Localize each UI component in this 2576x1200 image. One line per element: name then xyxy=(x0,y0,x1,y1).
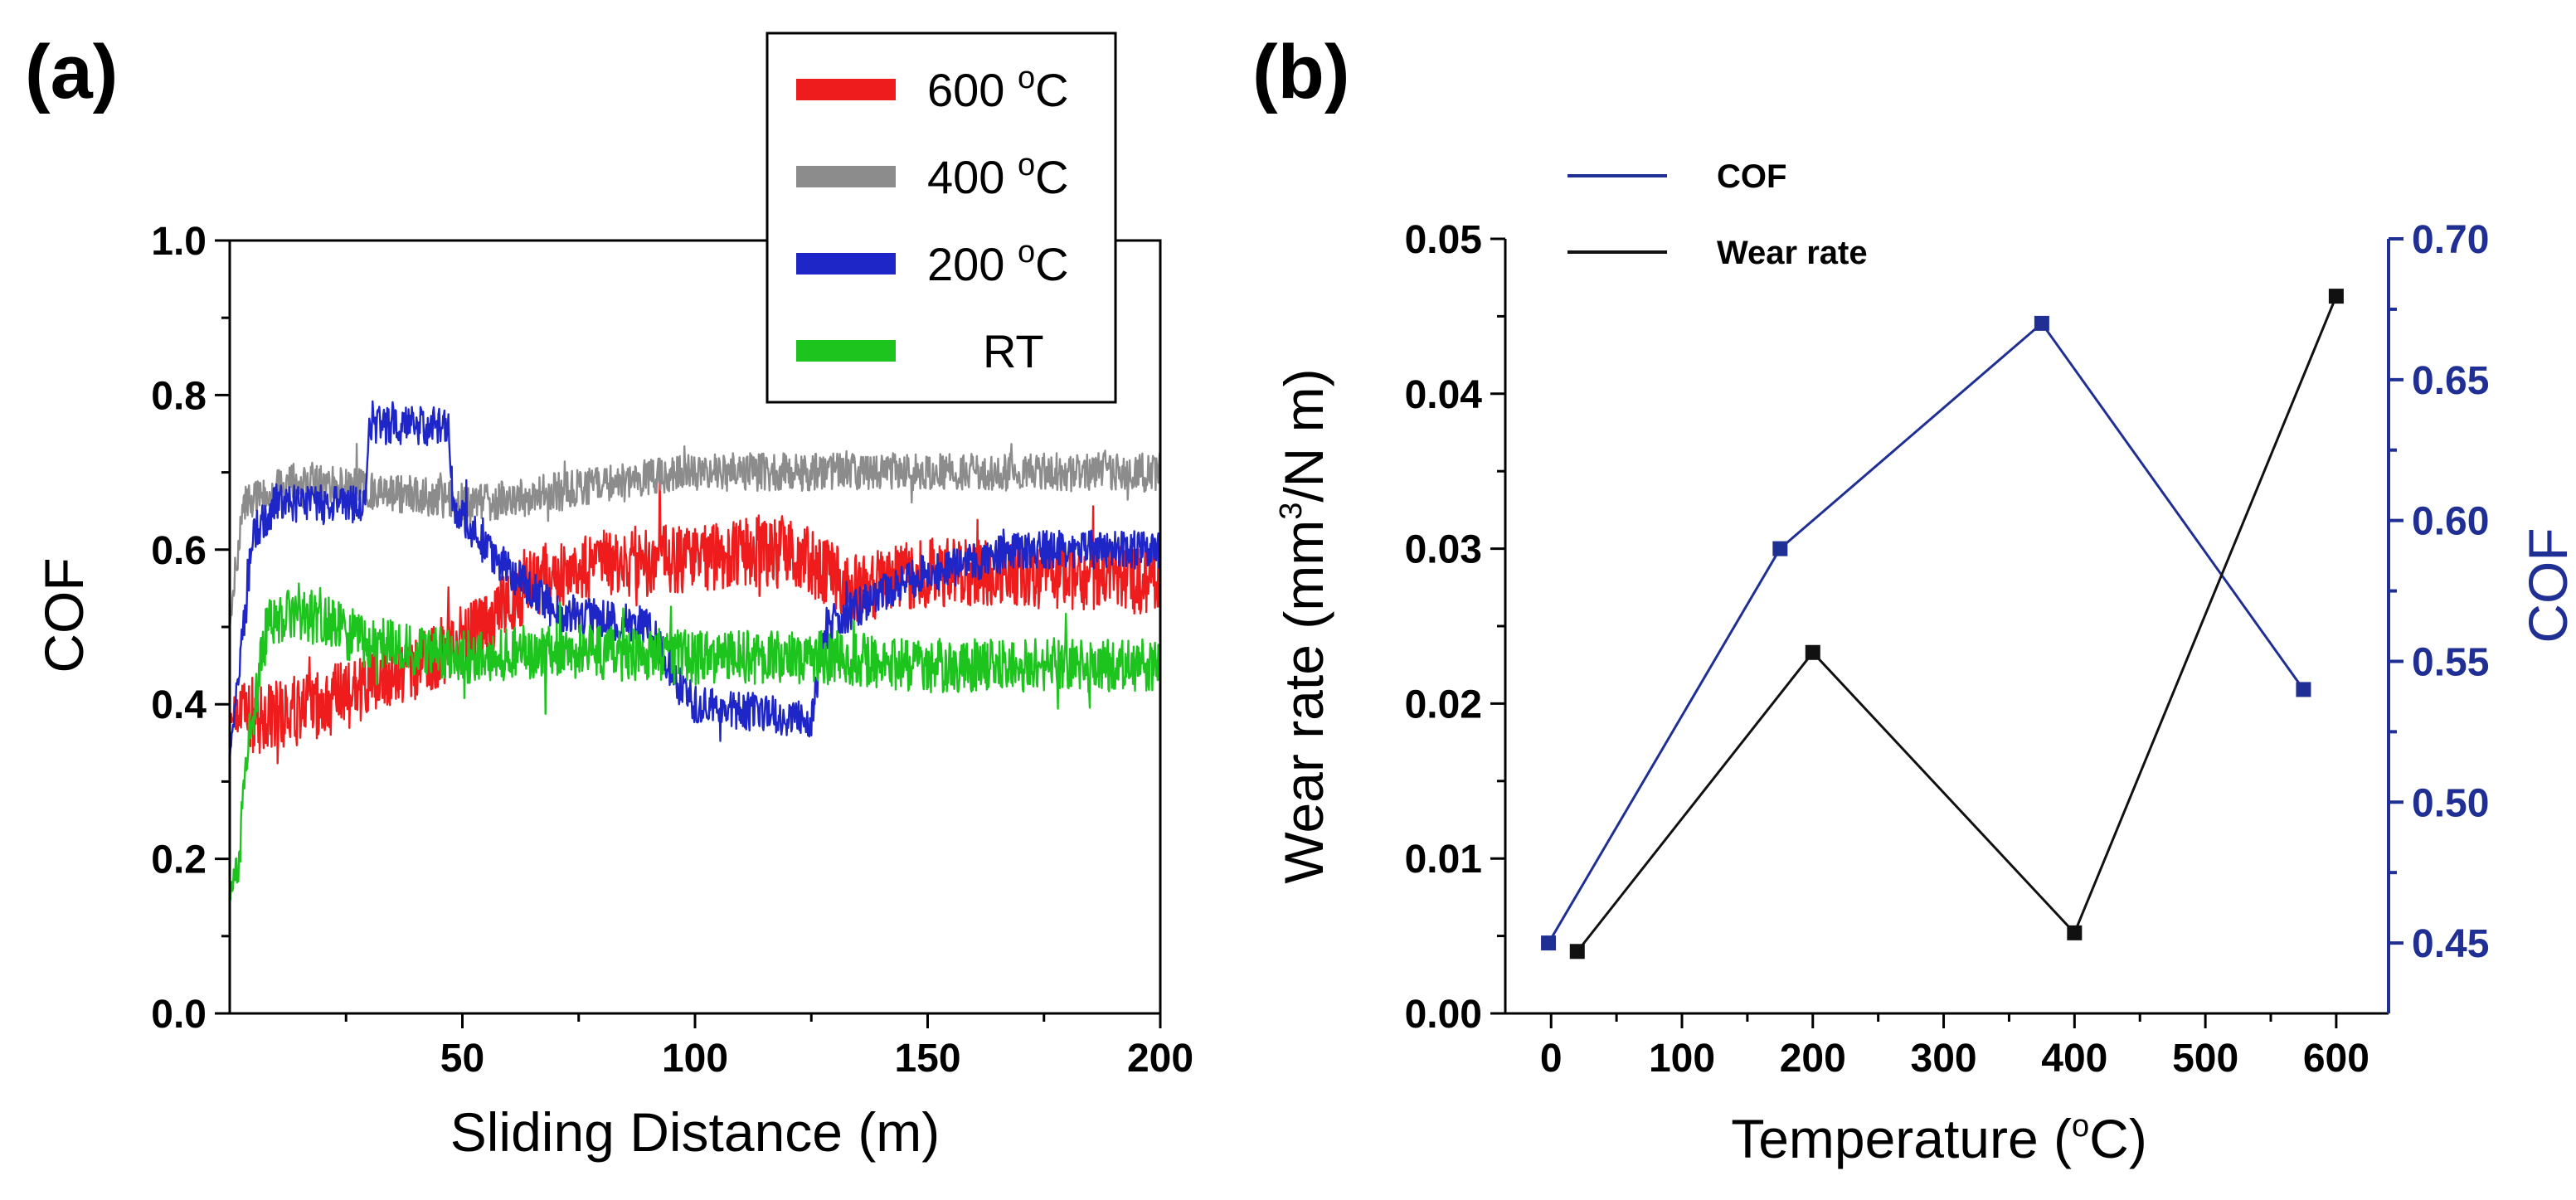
panel-a-xtick-label: 100 xyxy=(662,1037,728,1081)
panel-a-ytick-label: 1.0 xyxy=(151,220,207,264)
panel-b-marker-1-2 xyxy=(2067,925,2083,940)
panel-b-series-group xyxy=(1541,289,2344,960)
panel-b-ytick-right-label: 0.65 xyxy=(2412,359,2489,403)
panel-b-xtick-label: 100 xyxy=(1649,1037,1715,1081)
panel-b-ytick-right-label: 0.60 xyxy=(2412,500,2489,544)
panel-a-xlabel: Sliding Distance (m) xyxy=(450,1101,940,1163)
panel-b-ylabel-left: Wear rate (mm3/N m) xyxy=(1273,368,1334,883)
panel-b-marker-1-1 xyxy=(1805,644,1820,660)
panel-b-ticks: 0 100 200 300 400 500 600 0.00 0.01 0.02 0.03 0.04 0… xyxy=(1405,218,2490,1081)
panel-b-xtick-label: 600 xyxy=(2303,1037,2369,1081)
panel-a-xtick-label: 150 xyxy=(894,1037,960,1081)
panel-b-label: (b) xyxy=(1252,30,1349,114)
panel-a-xtick-label: 200 xyxy=(1127,1037,1193,1081)
panel-a-label: (a) xyxy=(25,30,118,114)
panel-b-plot: 0 100 200 300 400 500 600 0.00 0.01 0.02 0.03 0.04 0… xyxy=(1405,218,2490,1081)
panel-b-series-line-1 xyxy=(1576,295,2338,953)
panel-b-legend: COF Wear rate xyxy=(1567,158,1868,271)
panel-a-ytick-label: 0.8 xyxy=(151,374,207,418)
panel-a-ytick-label: 0.4 xyxy=(151,683,207,727)
panel-b-ytick-left-label: 0.03 xyxy=(1405,528,1482,572)
panel-b-ytick-left-label: 0.01 xyxy=(1405,838,1482,882)
panel-a-ytick-label: 0.0 xyxy=(151,993,207,1037)
panel-b-ytick-left-label: 0.00 xyxy=(1405,993,1482,1037)
panel-b-ytick-right-label: 0.55 xyxy=(2412,640,2489,684)
panel-a-ticks: 0.0 0.2 0.4 0.6 0.8 1.0 50 100 150 200 xyxy=(151,220,1193,1081)
panel-a-legend-items: 600 oC 400 oC 200 oC RT xyxy=(796,61,1069,377)
panel-b-marker-1-0 xyxy=(1569,944,1585,960)
panel-b-ytick-right-label: 0.70 xyxy=(2412,218,2489,262)
panel-a-legend-label-3: RT xyxy=(983,325,1044,377)
panel-a-series-group xyxy=(228,400,1162,902)
panel-b-ytick-right-label: 0.45 xyxy=(2412,922,2489,966)
panel-b-xlabel: Temperature (oC) xyxy=(1731,1108,2147,1169)
panel-b-xtick-label: 200 xyxy=(1780,1037,1846,1081)
panel-b-ytick-left-label: 0.05 xyxy=(1405,218,1482,262)
panel-a-series-line-3 xyxy=(228,582,1162,902)
panel-b-ylabel-right: COF xyxy=(2517,527,2576,643)
panel-b-ytick-right-label: 0.50 xyxy=(2412,781,2489,825)
panel-b-legend-label-1: Wear rate xyxy=(1717,235,1868,271)
panel-a-series-line-1 xyxy=(228,443,1162,630)
panel-b-legend-label-0: COF xyxy=(1717,158,1786,195)
panel-a-plot: 0.0 0.2 0.4 0.6 0.8 1.0 50 100 150 200 xyxy=(151,220,1193,1081)
panel-b-xtick-label: 500 xyxy=(2172,1037,2238,1081)
panel-a-legend-label-0: 600 oC xyxy=(927,61,1069,116)
panel-b-marker-0-0 xyxy=(1541,935,1557,951)
panel-b-marker-0-3 xyxy=(2296,682,2311,697)
panel-a-legend: 600 oC 400 oC 200 oC RT xyxy=(766,32,1117,404)
panel-b-ytick-left-label: 0.02 xyxy=(1405,683,1482,726)
panel-b-xtick-label: 0 xyxy=(1540,1037,1563,1081)
panel-b-marker-0-1 xyxy=(1772,541,1788,556)
panel-b-series-line-0 xyxy=(1547,321,2305,944)
panel-a-ytick-label: 0.2 xyxy=(151,838,207,882)
panel-b-marker-0-2 xyxy=(2034,315,2049,331)
panel-a-ytick-label: 0.6 xyxy=(151,529,207,573)
panel-a-legend-label-2: 200 oC xyxy=(927,235,1069,290)
panel-b-ytick-left-label: 0.04 xyxy=(1405,373,1483,417)
panel-a-legend-label-1: 400 oC xyxy=(927,148,1069,203)
panel-a-series-line-2 xyxy=(228,400,1162,762)
panel-b-xtick-label: 300 xyxy=(1911,1037,1977,1081)
panel-b-xtick-label: 400 xyxy=(2041,1037,2107,1081)
panel-a-ylabel: COF xyxy=(33,557,95,673)
panel-b-marker-1-3 xyxy=(2328,289,2344,304)
panel-a-xtick-label: 50 xyxy=(440,1037,484,1081)
